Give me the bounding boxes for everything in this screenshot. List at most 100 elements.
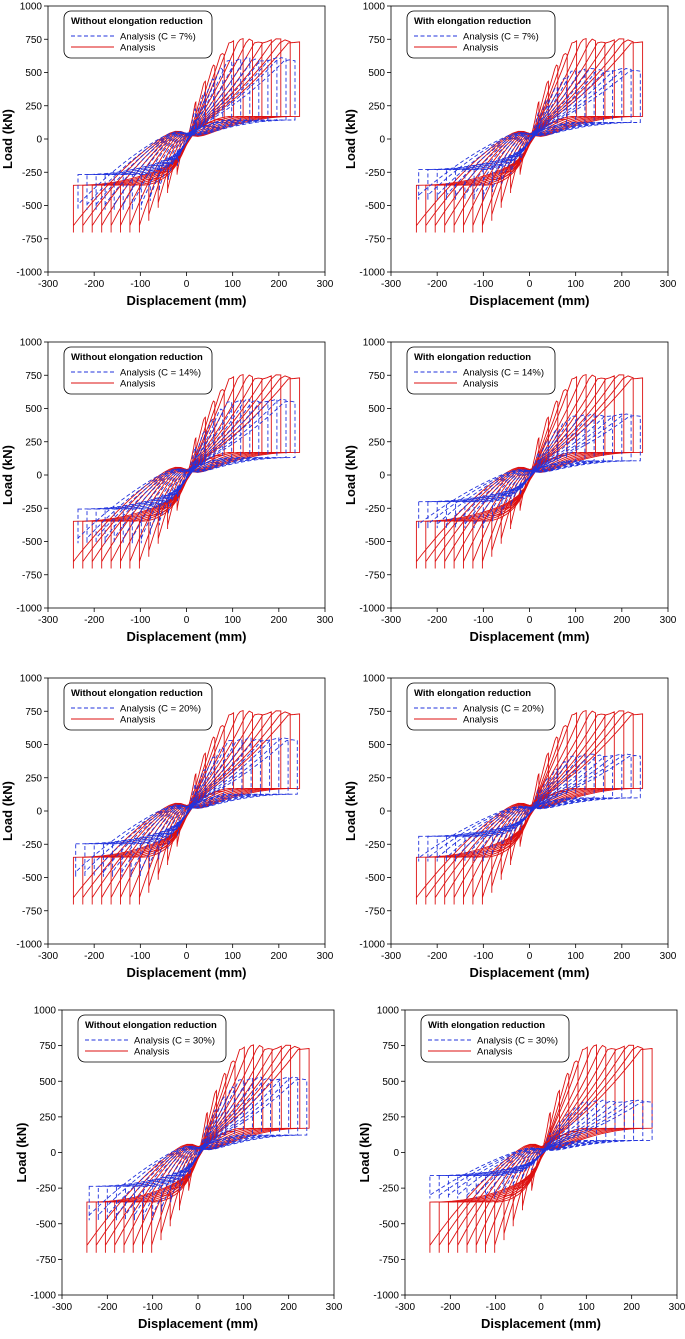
x-axis-label: Displacement (mm) <box>481 1316 601 1331</box>
hysteresis-loop <box>415 377 644 569</box>
x-tick-label: 300 <box>660 615 677 626</box>
y-axis-label: Load (kN) <box>0 781 15 841</box>
hysteresis-loop <box>481 39 578 233</box>
x-tick-label: -300 <box>38 951 58 962</box>
legend-box <box>406 682 556 731</box>
y-axis-label: Load (kN) <box>357 1123 372 1183</box>
x-tick-label: 200 <box>270 279 287 290</box>
hysteresis-loop <box>436 68 623 200</box>
y-tick-label: 750 <box>368 35 385 46</box>
y-tick-label: 250 <box>368 101 385 112</box>
x-tick-label: -100 <box>130 615 150 626</box>
series-solid-red <box>415 709 644 905</box>
y-tick-label: -250 <box>365 168 385 179</box>
y-tick-label: -500 <box>22 201 42 212</box>
x-tick-label: 100 <box>235 1302 252 1313</box>
y-tick-label: 0 <box>50 1148 56 1159</box>
y-tick-label: -1000 <box>359 268 385 279</box>
hysteresis-loop <box>86 57 287 210</box>
hysteresis-loop <box>473 753 586 862</box>
chart-panel-b3: -300 -200 -100 0 100 200 300 1000 750 500 250 0 -250… <box>343 672 685 988</box>
x-tick-label: -100 <box>473 279 493 290</box>
y-tick-label: -750 <box>365 234 385 245</box>
chart-panel-b2: -300 -200 -100 0 100 200 300 1000 750 500 250 0 -250… <box>343 336 685 652</box>
hysteresis-loop <box>429 1101 653 1199</box>
chart-panel-a4: -300 -200 -100 0 100 200 300 1000 750 500 250 0 -250… <box>0 1002 352 1339</box>
y-tick-label: 1000 <box>363 2 386 13</box>
hysteresis-loop <box>464 413 595 529</box>
y-tick-label: -250 <box>379 1184 399 1195</box>
y-tick-label: -500 <box>36 1219 56 1230</box>
hysteresis-loop <box>77 400 296 544</box>
hysteresis-loop <box>97 1076 299 1221</box>
y-tick-label: -1000 <box>16 604 42 615</box>
y-tick-label: -750 <box>36 1255 56 1266</box>
hysteresis-loop <box>473 413 586 529</box>
y-axis-label: Load (kN) <box>343 445 358 505</box>
x-tick-label: -200 <box>97 1302 117 1313</box>
legend-title: With elongation reduction <box>428 1020 545 1031</box>
y-tick-label: 1000 <box>20 2 43 13</box>
y-tick-label: -750 <box>22 906 42 917</box>
chart-svg: -300 -200 -100 0 100 200 30010007505002500-250… <box>343 338 677 645</box>
hysteresis-loop <box>125 1077 271 1221</box>
x-tick-label: 0 <box>184 279 190 290</box>
y-tick-label: 0 <box>393 1148 399 1159</box>
hysteresis-loop <box>519 773 540 847</box>
chart-panel-b4: -300 -200 -100 0 100 200 300 1000 750 500 250 0 -250… <box>343 1002 685 1339</box>
y-tick-label: 250 <box>368 437 385 448</box>
hysteresis-loop <box>457 1101 625 1199</box>
x-tick-label: 100 <box>578 1302 595 1313</box>
hysteresis-loop <box>140 401 233 544</box>
hysteresis-loop <box>138 39 235 233</box>
y-tick-label: 500 <box>25 68 42 79</box>
y-tick-label: 500 <box>382 1077 399 1088</box>
chart-panel-b1: -300 -200 -100 0 100 200 300 1000 750 500 250 0 -250… <box>343 0 685 316</box>
legend-entry: Analysis (C = 30%) <box>134 1036 215 1047</box>
x-tick-label: 100 <box>567 279 584 290</box>
hysteresis-loop <box>436 753 623 862</box>
hysteresis-loop <box>138 375 235 569</box>
legend-entry: Analysis <box>120 379 156 390</box>
y-tick-label: -1000 <box>359 940 385 951</box>
y-tick-label: 0 <box>379 135 385 146</box>
x-tick-label: 200 <box>613 615 630 626</box>
x-tick-label: 100 <box>567 951 584 962</box>
series-dashed-blue <box>77 57 296 210</box>
hysteresis-loop <box>86 398 287 544</box>
legend-entry: Analysis <box>120 715 156 726</box>
hysteresis-loop <box>519 789 540 831</box>
y-tick-label: -750 <box>365 570 385 581</box>
y-tick-label: -750 <box>365 906 385 917</box>
series-solid-red <box>72 37 301 233</box>
hysteresis-loop <box>531 1132 551 1170</box>
x-tick-label: -200 <box>440 1302 460 1313</box>
hysteresis-loop <box>176 773 197 847</box>
hysteresis-loop <box>455 69 604 200</box>
hysteresis-loop <box>122 57 251 210</box>
hysteresis-loop <box>427 413 632 529</box>
legend-title: With elongation reduction <box>414 352 531 363</box>
x-axis-label: Displacement (mm) <box>470 293 590 308</box>
x-tick-label: 300 <box>326 1302 343 1313</box>
hysteresis-loop <box>77 59 296 210</box>
series-dashed-blue <box>75 737 298 877</box>
hysteresis-loop <box>95 57 278 210</box>
y-tick-label: 750 <box>382 1041 399 1052</box>
y-tick-label: 1000 <box>20 674 43 685</box>
chart-panel-a2: -300 -200 -100 0 100 200 300 1000 750 500 250 0 -250… <box>0 336 343 652</box>
hysteresis-loop <box>93 737 280 877</box>
y-tick-label: 750 <box>39 1041 56 1052</box>
hysteresis-loop <box>445 415 614 529</box>
y-tick-label: -500 <box>22 537 42 548</box>
x-axis-label: Displacement (mm) <box>127 629 247 644</box>
legend-entry: Analysis (C = 14%) <box>463 368 544 379</box>
legend-box <box>406 346 556 395</box>
hysteresis-loop <box>464 68 595 200</box>
y-tick-label: -750 <box>22 234 42 245</box>
legend-title: With elongation reduction <box>414 16 531 27</box>
x-tick-label: -200 <box>84 615 104 626</box>
legend-box <box>406 10 556 59</box>
hysteresis-loop <box>429 1047 653 1253</box>
